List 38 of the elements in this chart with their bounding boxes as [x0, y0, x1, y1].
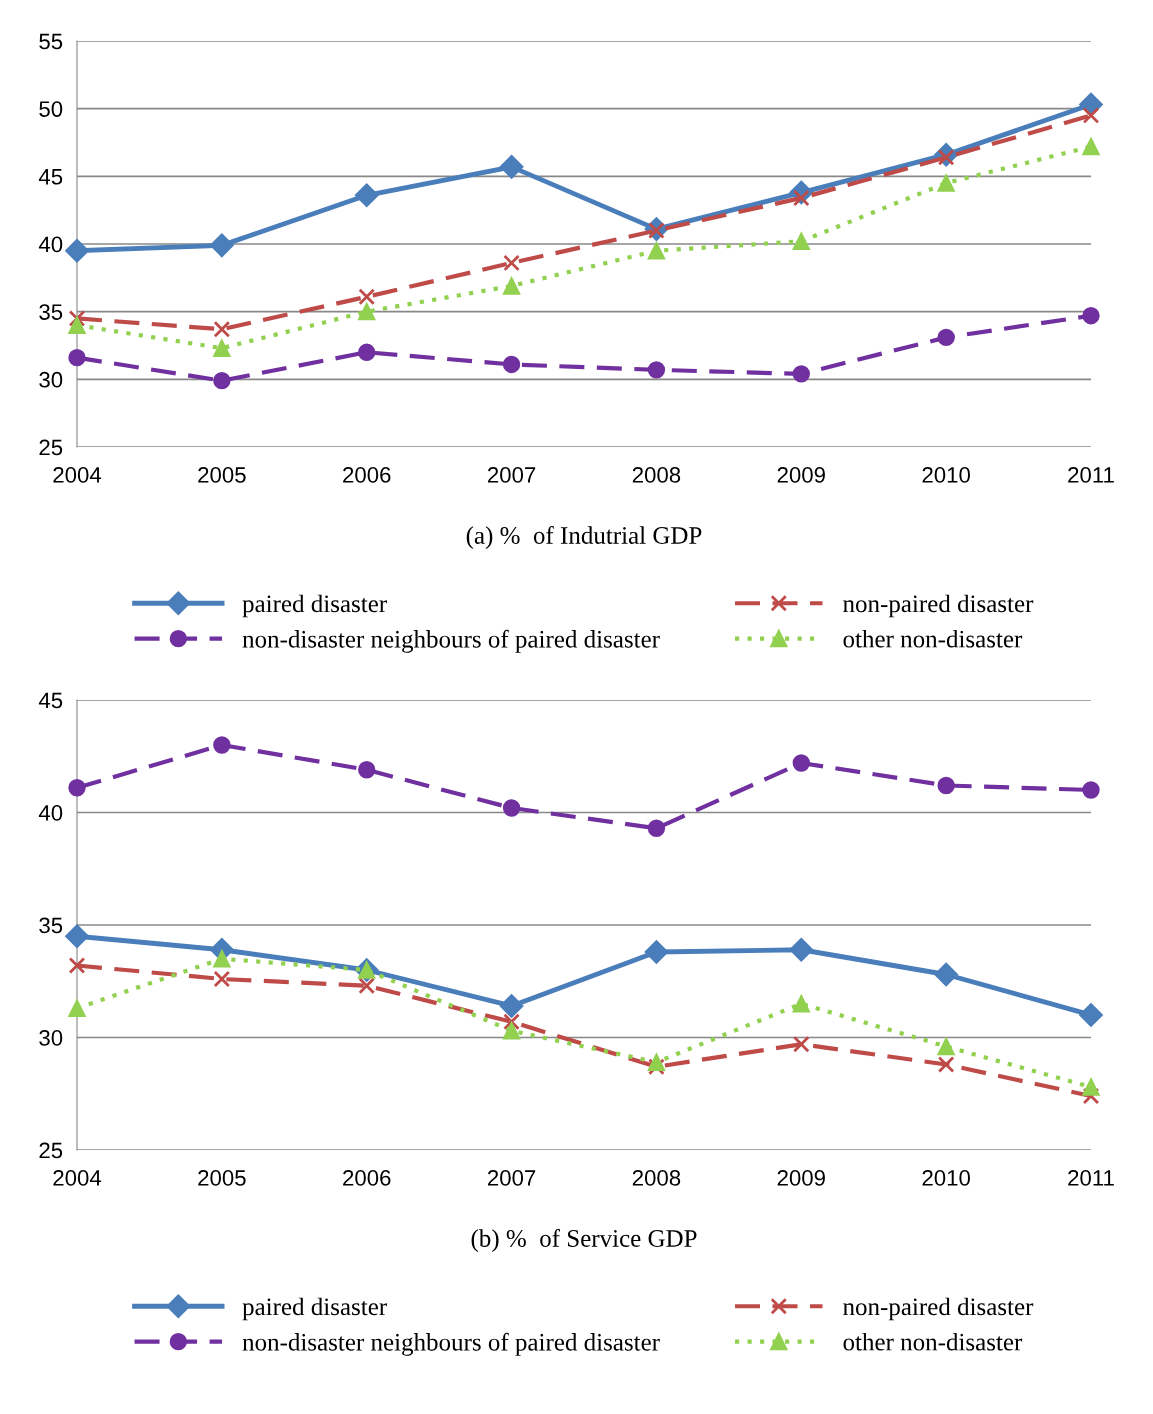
x-tick-label: 2004	[53, 1170, 102, 1186]
x-tick-label: 2011	[1068, 1170, 1114, 1186]
legend-label: non-disaster neighbours of paired disaster	[242, 1332, 660, 1356]
y-tick-label: 50	[39, 101, 63, 117]
x-tick-label: 2008	[632, 467, 681, 483]
y-tick-label: 55	[39, 33, 63, 50]
y-tick-label: 45	[38, 692, 63, 709]
x-tick-label: 2007	[487, 1170, 536, 1186]
legend-label: non-paired disaster	[843, 594, 1034, 618]
y-tick-label: 30	[39, 371, 63, 388]
x-tick-label: 2011	[1068, 467, 1114, 483]
legend-label: non-paired disaster	[843, 1297, 1034, 1321]
x-tick-label: 2009	[777, 1170, 825, 1186]
x-tick-label: 2005	[198, 467, 246, 483]
legend-label: other non-disaster	[843, 1332, 1023, 1351]
legend-label: paired disaster	[242, 1297, 387, 1321]
y-tick-label: 35	[39, 304, 63, 320]
y-tick-label: 25	[39, 439, 63, 456]
x-tick-label: 2010	[922, 1170, 970, 1186]
x-axis-title: (a) % of Indutrial GDP	[466, 526, 702, 549]
x-tick-label: 2006	[343, 467, 391, 483]
y-tick-label: 40	[38, 805, 63, 821]
x-tick-label: 2010	[922, 467, 970, 483]
x-tick-label: 2007	[487, 467, 536, 483]
x-tick-label: 2004	[53, 467, 102, 483]
x-axis-title: (b) % of Service GDP	[471, 1229, 697, 1252]
legend-label: paired disaster	[242, 594, 387, 618]
x-tick-label: 2005	[198, 1170, 246, 1186]
y-tick-label: 45	[38, 169, 63, 185]
y-tick-label: 25	[39, 1142, 63, 1159]
legend-label: non-disaster neighbours of paired disaster	[242, 629, 660, 653]
x-tick-label: 2008	[632, 1170, 681, 1186]
y-tick-label: 30	[39, 1030, 63, 1046]
x-tick-label: 2009	[777, 467, 825, 483]
y-tick-label: 35	[39, 917, 63, 934]
x-tick-label: 2006	[343, 1170, 391, 1186]
y-tick-label: 40	[38, 236, 63, 253]
legend-label: other non-disaster	[843, 629, 1023, 648]
